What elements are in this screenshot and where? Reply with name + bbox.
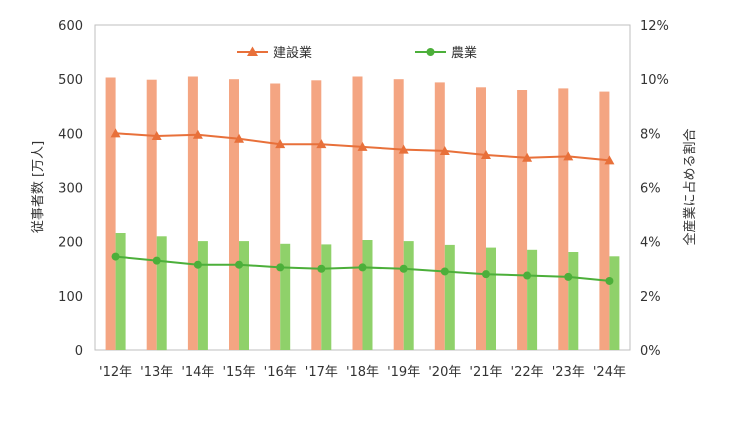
- point-construction-7: [398, 144, 409, 154]
- y-tick-label: 200: [58, 236, 83, 251]
- x-tick-label: '17年: [305, 365, 338, 380]
- bar-agriculture-5: [321, 244, 332, 350]
- circle-marker-icon: [426, 48, 435, 56]
- x-tick-label: '24年: [593, 365, 626, 380]
- bar-agriculture-9: [486, 247, 496, 350]
- bar-agriculture-6: [362, 240, 373, 350]
- point-agriculture-1: [152, 256, 161, 265]
- bar-construction-1: [146, 79, 157, 350]
- point-construction-12: [604, 155, 615, 165]
- bar-construction-5: [311, 80, 322, 351]
- point-construction-11: [563, 151, 574, 161]
- legend-item-construction: 建設業: [237, 45, 312, 61]
- bar-agriculture-0: [115, 233, 126, 350]
- y2-tick-label: 6%: [640, 182, 661, 197]
- point-agriculture-10: [523, 271, 532, 280]
- x-tick-label: '19年: [387, 365, 420, 380]
- point-construction-8: [439, 145, 450, 155]
- point-construction-4: [275, 139, 286, 149]
- bar-construction-4: [270, 83, 281, 350]
- bar-agriculture-2: [197, 241, 208, 350]
- bar-agriculture-3: [239, 241, 249, 350]
- bar-construction-2: [187, 76, 198, 350]
- point-agriculture-3: [235, 260, 244, 269]
- point-construction-1: [151, 131, 162, 141]
- bar-construction-6: [352, 76, 363, 350]
- point-agriculture-8: [440, 267, 449, 276]
- bar-construction-0: [105, 77, 116, 350]
- point-construction-3: [234, 133, 245, 143]
- bar-construction-8: [434, 82, 445, 351]
- point-agriculture-5: [317, 264, 326, 273]
- point-agriculture-7: [399, 264, 408, 273]
- point-construction-5: [316, 139, 327, 149]
- y-tick-label: 100: [58, 290, 83, 305]
- y2-tick-label: 2%: [640, 290, 661, 305]
- x-tick-label: '20年: [428, 365, 461, 380]
- legend-item-agriculture: 農業: [415, 45, 477, 61]
- triangle-marker-icon: [247, 46, 258, 56]
- bar-agriculture-1: [156, 236, 167, 351]
- x-tick-label: '12年: [99, 365, 132, 380]
- point-agriculture-4: [276, 263, 285, 272]
- x-tick-label: '15年: [222, 365, 255, 380]
- y-tick-label: 300: [58, 182, 83, 197]
- bar-agriculture-11: [568, 252, 579, 350]
- bar-agriculture-10: [527, 249, 538, 350]
- x-tick-label: '18年: [346, 365, 379, 380]
- y2-axis-title: 全産業に占める割合: [682, 128, 698, 245]
- point-construction-0: [110, 128, 121, 138]
- y2-tick-label: 10%: [640, 73, 669, 88]
- point-agriculture-6: [358, 263, 367, 272]
- point-agriculture-9: [481, 270, 490, 279]
- y-axis-title: 従事者数 [万人]: [31, 141, 46, 233]
- bar-agriculture-8: [444, 244, 455, 350]
- bar-construction-7: [393, 79, 404, 350]
- point-construction-6: [357, 141, 368, 151]
- point-agriculture-0: [111, 252, 120, 261]
- bar-construction-9: [476, 87, 486, 351]
- y2-tick-label: 12%: [640, 19, 669, 34]
- bar-construction-10: [517, 90, 528, 350]
- bar-construction-3: [229, 79, 239, 350]
- bar-construction-12: [599, 91, 610, 350]
- bar-agriculture-4: [280, 243, 291, 350]
- bar-agriculture-12: [609, 256, 620, 350]
- y-tick-label: 600: [58, 19, 83, 34]
- y2-tick-label: 4%: [640, 236, 661, 251]
- point-construction-10: [522, 152, 533, 162]
- bar-agriculture-7: [403, 241, 414, 350]
- y-tick-label: 400: [58, 127, 83, 142]
- y2-tick-label: 8%: [640, 127, 661, 142]
- x-tick-label: '16年: [264, 365, 297, 380]
- x-tick-label: '21年: [469, 365, 502, 380]
- point-agriculture-12: [605, 276, 614, 285]
- x-tick-label: '14年: [181, 365, 214, 380]
- point-construction-2: [192, 129, 203, 139]
- legend: 建設業 農業: [237, 45, 477, 61]
- point-agriculture-11: [564, 272, 573, 281]
- legend-label-construction: 建設業: [273, 45, 312, 61]
- y-tick-label: 500: [58, 73, 83, 88]
- x-tick-label: '22年: [511, 365, 544, 380]
- y-tick-label: 0: [75, 344, 83, 359]
- x-tick-label: '13年: [140, 365, 173, 380]
- x-tick-label: '23年: [552, 365, 585, 380]
- point-construction-9: [480, 150, 491, 159]
- y2-tick-label: 0%: [640, 344, 661, 359]
- bar-construction-11: [558, 88, 569, 351]
- point-agriculture-2: [193, 260, 202, 269]
- legend-label-agriculture: 農業: [451, 45, 477, 61]
